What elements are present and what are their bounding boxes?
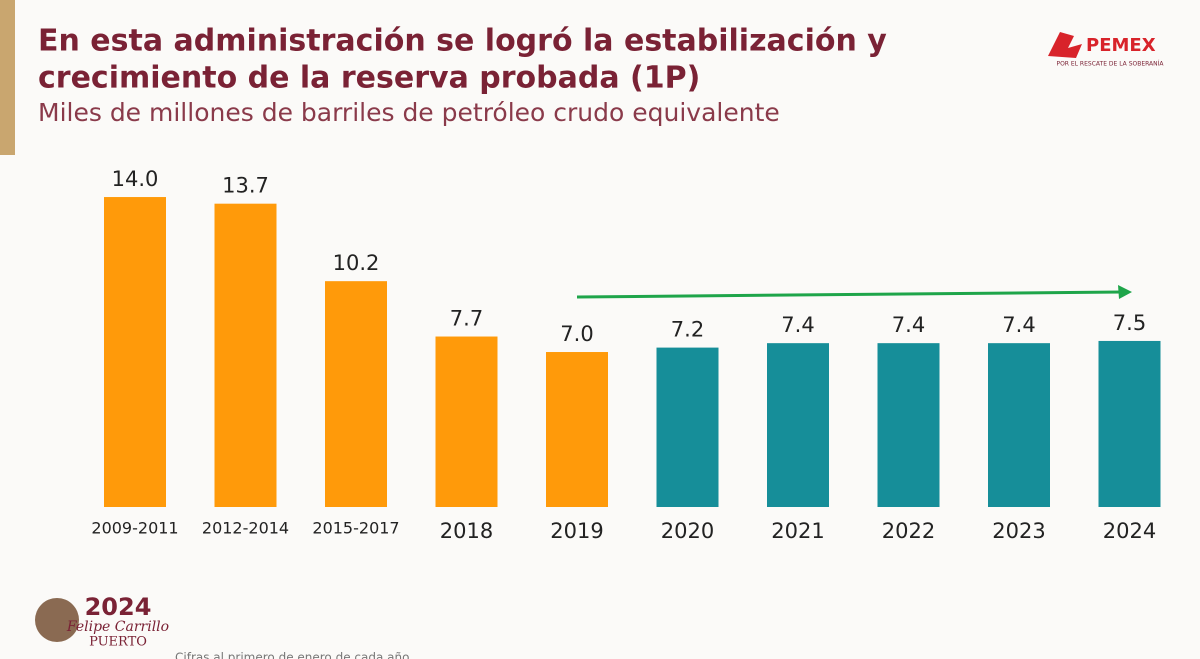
x-tick-label: 2018 bbox=[440, 519, 493, 543]
bar bbox=[214, 203, 277, 507]
footnote: Cifras al primero de enero de cada año bbox=[175, 651, 409, 659]
value-label: 7.2 bbox=[671, 318, 704, 342]
logo-slogan: POR EL RESCATE DE LA SOBERANÍA bbox=[1056, 61, 1164, 68]
trend-arrow bbox=[576, 290, 1123, 299]
bar bbox=[1098, 340, 1161, 507]
value-label: 7.4 bbox=[892, 313, 925, 337]
x-tick-label: 2009-2011 bbox=[91, 519, 178, 538]
bar bbox=[325, 281, 387, 507]
value-label: 14.0 bbox=[112, 167, 159, 191]
bar bbox=[546, 352, 608, 507]
chart-title: En esta administración se logró la estab… bbox=[38, 24, 887, 59]
bar bbox=[435, 336, 498, 507]
badge-year: 2024 bbox=[85, 593, 152, 621]
x-tick-label: 2024 bbox=[1103, 519, 1156, 543]
x-tick-label: 2020 bbox=[661, 519, 714, 543]
logo-icon bbox=[1048, 32, 1082, 58]
value-label: 13.7 bbox=[222, 174, 269, 198]
logo-name: PEMEX bbox=[1086, 35, 1156, 56]
bar bbox=[877, 343, 940, 507]
x-tick-label: 2019 bbox=[550, 519, 603, 543]
bar bbox=[104, 197, 166, 508]
bar bbox=[767, 343, 829, 507]
bar bbox=[656, 347, 719, 507]
x-tick-label: 2021 bbox=[771, 519, 824, 543]
x-tick-label: 2023 bbox=[992, 519, 1045, 543]
chart-title: crecimiento de la reserva probada (1P) bbox=[38, 61, 700, 96]
portrait bbox=[35, 598, 79, 642]
chart-subtitle: Miles de millones de barriles de petróle… bbox=[38, 98, 780, 127]
value-label: 7.4 bbox=[781, 313, 814, 337]
value-label: 10.2 bbox=[333, 251, 380, 275]
value-label: 7.7 bbox=[450, 307, 483, 331]
value-label: 7.0 bbox=[560, 322, 593, 346]
badge-place: PUERTO bbox=[89, 635, 147, 650]
bar bbox=[988, 343, 1050, 507]
badge-name: Felipe Carrillo bbox=[66, 619, 169, 635]
x-tick-label: 2022 bbox=[882, 519, 935, 543]
value-label: 7.5 bbox=[1113, 311, 1146, 335]
accent-bar bbox=[0, 0, 15, 155]
trend-arrowhead bbox=[1118, 285, 1132, 299]
x-tick-label: 2015-2017 bbox=[312, 519, 399, 538]
value-label: 7.4 bbox=[1002, 313, 1035, 337]
x-tick-label: 2012-2014 bbox=[202, 519, 289, 538]
